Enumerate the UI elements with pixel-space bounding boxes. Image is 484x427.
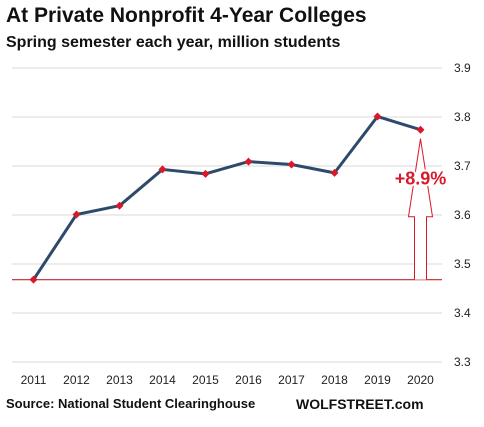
percent-change-label: +8.9% bbox=[395, 169, 447, 189]
series-line bbox=[32, 115, 421, 281]
data-point bbox=[201, 169, 210, 178]
brand-label: WOLFSTREET.com bbox=[296, 396, 424, 412]
data-point bbox=[287, 160, 296, 169]
data-point bbox=[158, 165, 167, 174]
y-tick-label: 3.7 bbox=[454, 159, 471, 173]
x-tick-label: 2014 bbox=[149, 373, 176, 387]
data-point bbox=[29, 275, 38, 284]
x-tick-label: 2017 bbox=[278, 373, 305, 387]
x-tick-label: 2018 bbox=[321, 373, 348, 387]
data-point bbox=[115, 201, 124, 210]
y-tick-label: 3.3 bbox=[454, 355, 471, 369]
y-tick-label: 3.6 bbox=[454, 208, 471, 222]
data-point bbox=[416, 125, 425, 134]
x-tick-label: 2019 bbox=[364, 373, 391, 387]
x-tick-label: 2020 bbox=[407, 373, 434, 387]
data-point bbox=[72, 210, 81, 219]
x-tick-label: 2013 bbox=[106, 373, 133, 387]
y-tick-label: 3.8 bbox=[454, 110, 471, 124]
increase-arrow bbox=[407, 138, 434, 280]
data-point bbox=[330, 168, 339, 177]
data-point bbox=[244, 157, 253, 166]
x-tick-label: 2015 bbox=[192, 373, 219, 387]
chart-subtitle: Spring semester each year, million stude… bbox=[6, 34, 341, 51]
x-tick-label: 2012 bbox=[63, 373, 90, 387]
x-tick-label: 2011 bbox=[21, 373, 47, 387]
y-tick-label: 3.4 bbox=[454, 306, 471, 320]
x-tick-label: 2016 bbox=[235, 373, 262, 387]
y-tick-label: 3.5 bbox=[454, 257, 471, 271]
y-tick-label: 3.9 bbox=[454, 61, 471, 75]
source-note: Source: National Student Clearinghouse bbox=[6, 396, 256, 411]
data-point bbox=[373, 112, 382, 121]
chart-title: At Private Nonprofit 4-Year Colleges bbox=[6, 4, 367, 27]
